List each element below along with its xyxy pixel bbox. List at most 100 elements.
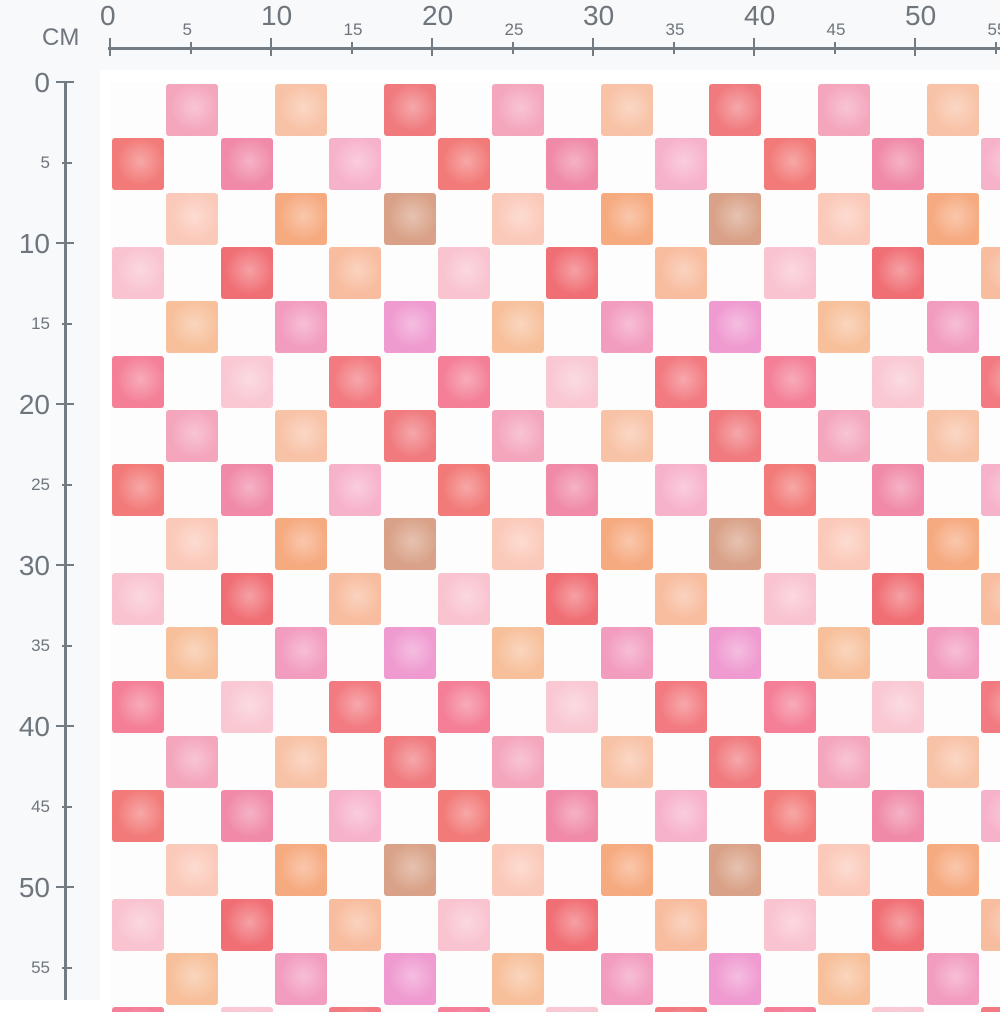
watercolor-square xyxy=(384,953,436,1005)
watercolor-square xyxy=(981,899,1000,951)
watercolor-square xyxy=(438,138,490,190)
watercolor-square xyxy=(492,953,544,1005)
watercolor-square xyxy=(546,247,598,299)
watercolor-square xyxy=(655,464,707,516)
watercolor-square xyxy=(166,627,218,679)
watercolor-square xyxy=(546,356,598,408)
watercolor-square xyxy=(166,410,218,462)
left-tick xyxy=(62,806,72,808)
top-tick xyxy=(190,42,192,54)
watercolor-square xyxy=(601,410,653,462)
watercolor-square xyxy=(221,1007,273,1012)
watercolor-square xyxy=(818,627,870,679)
watercolor-square xyxy=(764,356,816,408)
watercolor-square xyxy=(872,681,924,733)
watercolor-square xyxy=(329,464,381,516)
top-tick-label: 0 xyxy=(100,0,116,32)
top-tick xyxy=(431,38,433,56)
fabric-pattern xyxy=(110,82,1000,1012)
watercolor-square xyxy=(492,410,544,462)
top-tick xyxy=(914,38,916,56)
watercolor-square xyxy=(872,138,924,190)
watercolor-square xyxy=(438,573,490,625)
top-tick-label: 40 xyxy=(744,0,775,32)
watercolor-square xyxy=(709,736,761,788)
top-tick-label: 5 xyxy=(183,20,192,40)
top-tick xyxy=(351,42,353,54)
watercolor-square xyxy=(601,953,653,1005)
top-ruler xyxy=(0,0,1000,70)
watercolor-square xyxy=(438,247,490,299)
watercolor-square xyxy=(384,518,436,570)
watercolor-square xyxy=(546,790,598,842)
watercolor-square xyxy=(981,1007,1000,1012)
left-tick xyxy=(62,645,72,647)
watercolor-square xyxy=(764,138,816,190)
top-tick xyxy=(995,42,997,54)
watercolor-square xyxy=(112,464,164,516)
watercolor-square xyxy=(546,899,598,951)
watercolor-square xyxy=(112,1007,164,1012)
watercolor-square xyxy=(655,356,707,408)
watercolor-square xyxy=(438,464,490,516)
watercolor-square xyxy=(166,301,218,353)
watercolor-square xyxy=(546,138,598,190)
watercolor-square xyxy=(981,464,1000,516)
watercolor-square xyxy=(438,356,490,408)
watercolor-square xyxy=(221,138,273,190)
watercolor-square xyxy=(818,84,870,136)
watercolor-square xyxy=(709,193,761,245)
watercolor-square xyxy=(601,84,653,136)
top-tick-label: 10 xyxy=(261,0,292,32)
left-tick xyxy=(62,484,72,486)
watercolor-square xyxy=(764,573,816,625)
top-tick xyxy=(673,42,675,54)
watercolor-square xyxy=(927,301,979,353)
watercolor-square xyxy=(221,899,273,951)
watercolor-square xyxy=(601,736,653,788)
watercolor-square xyxy=(275,410,327,462)
watercolor-square xyxy=(764,899,816,951)
watercolor-square xyxy=(221,356,273,408)
top-tick xyxy=(512,42,514,54)
left-tick xyxy=(56,886,74,888)
left-ruler xyxy=(0,0,100,1000)
watercolor-square xyxy=(927,410,979,462)
watercolor-square xyxy=(655,790,707,842)
top-tick-label: 25 xyxy=(505,20,524,40)
watercolor-square xyxy=(112,573,164,625)
watercolor-square xyxy=(601,193,653,245)
left-ruler-line xyxy=(64,82,67,1000)
watercolor-square xyxy=(275,301,327,353)
watercolor-square xyxy=(166,736,218,788)
watercolor-square xyxy=(655,1007,707,1012)
watercolor-square xyxy=(981,573,1000,625)
left-tick xyxy=(56,242,74,244)
watercolor-square xyxy=(492,84,544,136)
watercolor-square xyxy=(166,193,218,245)
watercolor-square xyxy=(438,790,490,842)
left-tick-label: 15 xyxy=(31,314,50,334)
watercolor-square xyxy=(818,518,870,570)
watercolor-square xyxy=(492,627,544,679)
watercolor-square xyxy=(872,573,924,625)
watercolor-square xyxy=(546,1007,598,1012)
watercolor-square xyxy=(818,844,870,896)
watercolor-square xyxy=(601,844,653,896)
watercolor-square xyxy=(329,1007,381,1012)
watercolor-square xyxy=(112,790,164,842)
watercolor-square xyxy=(764,1007,816,1012)
watercolor-square xyxy=(927,193,979,245)
left-tick-label: 10 xyxy=(19,228,50,260)
watercolor-square xyxy=(709,953,761,1005)
left-tick-label: 0 xyxy=(34,67,50,99)
watercolor-square xyxy=(818,953,870,1005)
watercolor-square xyxy=(275,84,327,136)
top-tick-label: 15 xyxy=(344,20,363,40)
watercolor-square xyxy=(112,247,164,299)
watercolor-square xyxy=(221,247,273,299)
watercolor-square xyxy=(166,953,218,1005)
watercolor-square xyxy=(275,953,327,1005)
watercolor-square xyxy=(818,301,870,353)
watercolor-square xyxy=(601,518,653,570)
